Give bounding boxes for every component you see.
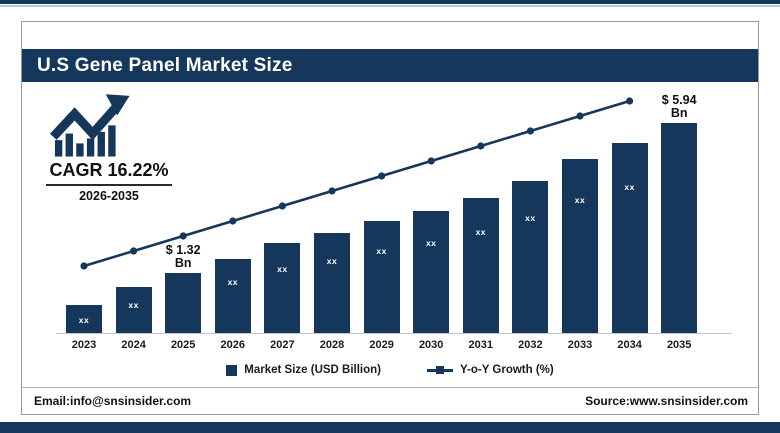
top-accent-strip <box>0 0 780 4</box>
year-label-2030: 2030 <box>418 339 444 351</box>
bar-2032: xx <box>512 181 549 333</box>
line-marker-dot <box>130 247 138 255</box>
year-label-2026: 2026 <box>220 339 246 351</box>
bar-2025 <box>165 273 202 333</box>
top-accent-thin-line <box>0 5 780 7</box>
bar-callout-2035: $ 5.94 Bn <box>661 92 697 120</box>
bar-value-label: xx <box>525 213 536 223</box>
bar-value-label: xx <box>326 256 338 266</box>
yoy-growth-line <box>80 97 634 270</box>
bar-value-label: xx <box>227 277 239 287</box>
bar-2024: xx <box>115 287 152 333</box>
growth-chart-icon <box>50 94 130 157</box>
bar-value-label: xx <box>574 195 586 205</box>
bar-2033: xx <box>562 159 598 333</box>
bar-2027: xx <box>264 243 301 333</box>
bar-value-label: xx <box>128 300 139 310</box>
year-label-2034: 2034 <box>617 339 642 351</box>
legend-label-market-size: Market Size (USD Billion) <box>244 364 382 376</box>
year-label-2023: 2023 <box>71 339 97 351</box>
footer: Email:info@snsinsider.com Source:www.sns… <box>22 387 758 414</box>
line-marker-dot <box>427 157 435 165</box>
bar-2030: xx <box>413 211 450 333</box>
source-text: Source:www.snsinsider.com <box>585 394 748 408</box>
bar-value-label: xx <box>376 246 387 256</box>
cagr-value: CAGR 16.22% <box>49 160 169 180</box>
line-marker-dot <box>328 187 336 195</box>
bar-value-label: xx <box>277 264 288 274</box>
line-marker-dot <box>179 232 187 240</box>
legend-item-market-size: Market Size (USD Billion) <box>226 364 381 376</box>
bar-2026: xx <box>214 259 251 333</box>
line-marker-dot <box>626 97 634 105</box>
line-marker-dot <box>477 142 485 150</box>
bar-2029: xx <box>363 221 400 333</box>
legend: Market Size (USD Billion) Y-o-Y Growth (… <box>22 361 758 379</box>
year-label-2027: 2027 <box>270 339 295 351</box>
year-label-2031: 2031 <box>468 339 494 351</box>
year-label-2028: 2028 <box>319 339 345 351</box>
bar-2034: xx <box>611 143 648 333</box>
bar-2028: xx <box>314 233 350 333</box>
line-marker-dot <box>378 172 386 180</box>
year-label-2024: 2024 <box>121 339 146 351</box>
line-marker-dot <box>576 112 584 120</box>
title-bar: U.S Gene Panel Market Size <box>22 49 758 82</box>
bar-series-swatch-icon <box>226 364 238 376</box>
bottom-accent-strip <box>0 422 780 433</box>
line-marker-dot <box>278 202 286 210</box>
email-text: Email:info@snsinsider.com <box>34 394 192 408</box>
year-label-2025: 2025 <box>170 339 196 351</box>
chart-frame: U.S Gene Panel Market Size CAGR 16.22% 2… <box>21 21 759 415</box>
bar-value-label: xx <box>425 238 437 248</box>
legend-item-yoy-growth: Y-o-Y Growth (%) <box>427 364 554 376</box>
plot-area: xx 2023 xx 2024 2025 xx 2026 xx 2027 xx 2028 xx 2029… <box>56 82 756 351</box>
year-label-2035: 2035 <box>666 339 692 351</box>
cagr-period: 2026-2035 <box>46 184 172 203</box>
x-axis-line <box>56 333 732 334</box>
bar-value-label: xx <box>78 315 90 325</box>
line-series-marker-icon <box>427 365 454 376</box>
bar-callout-2025: $ 1.32 Bn <box>165 242 201 270</box>
year-label-2032: 2032 <box>518 339 543 351</box>
bar-2035 <box>661 123 698 333</box>
year-label-2029: 2029 <box>369 339 394 351</box>
line-marker-dot <box>526 127 534 135</box>
bar-value-label: xx <box>624 182 635 192</box>
line-marker-dot <box>229 217 237 225</box>
bar-2031: xx <box>462 198 499 333</box>
cagr-block: CAGR 16.22% 2026-2035 <box>28 94 190 205</box>
line-marker-dot <box>80 262 88 270</box>
bar-2023: xx <box>66 305 102 333</box>
page-title: U.S Gene Panel Market Size <box>37 54 293 76</box>
bar-value-label: xx <box>475 227 487 237</box>
year-label-2033: 2033 <box>567 339 593 351</box>
legend-label-yoy-growth: Y-o-Y Growth (%) <box>460 364 554 376</box>
